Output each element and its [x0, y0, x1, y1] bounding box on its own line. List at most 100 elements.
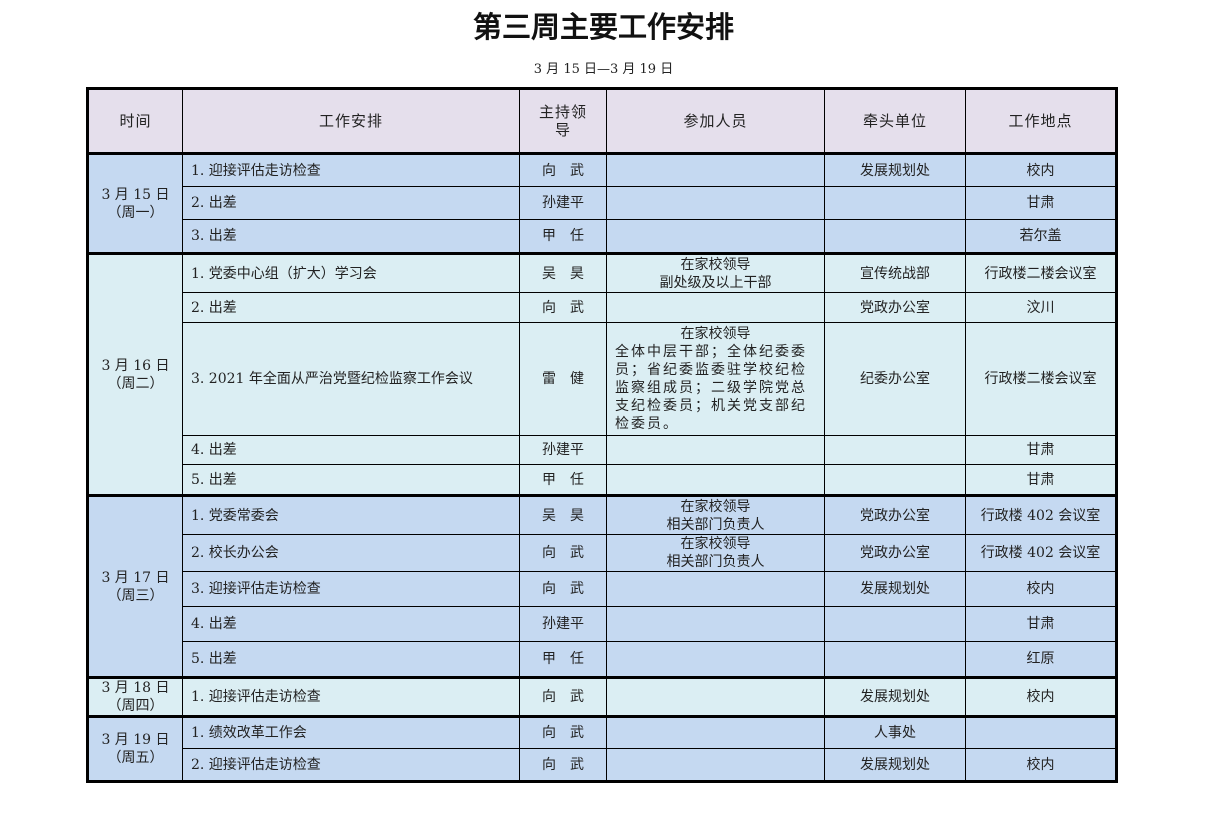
- host-cell: 孙建平: [519, 435, 607, 465]
- unit-cell: [824, 186, 966, 220]
- header-row: 时间 工作安排 主持领导 参加人员 牵头单位 工作地点: [87, 88, 1117, 154]
- day-date: 3 月 19 日: [101, 732, 170, 748]
- location-cell: 校内: [965, 571, 1117, 607]
- unit-cell: [824, 606, 966, 642]
- location-cell: 行政楼 402 会议室: [965, 494, 1117, 535]
- day-cell: 3 月 15 日（周一）: [87, 152, 183, 254]
- task-cell: 5. 出差: [182, 464, 520, 496]
- host-cell: 吴 昊: [519, 252, 607, 293]
- location-cell: 校内: [965, 152, 1117, 187]
- header-participants: 参加人员: [606, 88, 825, 154]
- day-cell: 3 月 18 日 （周四）: [87, 676, 183, 717]
- day-cell: 3 月 19 日 （周五）: [87, 715, 183, 782]
- task-cell: 3. 2021 年全面从严治党暨纪检监察工作会议: [182, 322, 520, 436]
- host-cell: 向 武: [519, 571, 607, 607]
- table-row: 3 月 17 日（周三） 1. 党委常委会吴 昊在家校领导 相关部门负责人 党政办公室…: [87, 494, 1117, 678]
- location-cell: 汶川: [965, 292, 1117, 323]
- day-weekday: （周一）: [107, 204, 164, 221]
- day-weekday: （周三）: [107, 587, 164, 604]
- unit-cell: 发展规划处: [824, 748, 966, 782]
- table-row: 3. 迎接评估走访检查向 武 发展规划处 校内: [88, 571, 1117, 607]
- table-row: 3 月 15 日（周一） 1. 迎接评估走访检查向 武发展规划处 校内: [87, 152, 1117, 254]
- participants-cell: 在家校领导 副处级及以上干部: [606, 252, 825, 293]
- location-cell: 校内: [965, 748, 1117, 782]
- unit-cell: 党政办公室: [824, 494, 966, 535]
- participants-cell: 在家校领导 全体中层干部；全体纪委委员；省纪委监委驻学校纪检监察组成员；二级学院党…: [606, 322, 825, 436]
- task-cell: 3. 出差: [182, 219, 520, 254]
- day-date: 3 月 16 日: [101, 357, 170, 374]
- host-cell: 向 武: [519, 748, 607, 782]
- participant-line: 相关部门负责人: [666, 516, 765, 533]
- schedule-table: 时间 工作安排 主持领导 参加人员 牵头单位 工作地点 3 月 15 日（周一）…: [86, 87, 1118, 783]
- participants-cell: [606, 219, 825, 254]
- header-unit: 牵头单位: [824, 88, 966, 154]
- host-cell: 向 武: [519, 292, 607, 323]
- host-cell: 雷 健: [519, 322, 607, 436]
- day-cell: 3 月 16 日（周二）: [87, 252, 183, 496]
- table-row: 4. 出差 孙建平 甘肃: [88, 606, 1117, 642]
- participants-cell: [606, 152, 825, 187]
- participant-line: 全体中层干部；全体纪委委员；省纪委监委驻学校纪检监察组成员；二级学院党总支纪检委…: [615, 344, 807, 432]
- unit-cell: 党政办公室: [824, 292, 966, 323]
- participants-cell: 在家校领导 相关部门负责人: [606, 494, 825, 535]
- header-location: 工作地点: [965, 88, 1117, 154]
- day-weekday: （周五）: [107, 750, 164, 766]
- location-cell: 若尔盖: [965, 219, 1117, 254]
- location-cell: [965, 715, 1117, 749]
- location-cell: 甘肃: [965, 435, 1117, 465]
- location-cell: 甘肃: [965, 606, 1117, 642]
- table-row: 5. 出差甲 任 红原: [88, 641, 1117, 678]
- participant-line: 在家校领导: [680, 498, 751, 515]
- unit-cell: 发展规划处: [824, 571, 966, 607]
- location-cell: 甘肃: [965, 186, 1117, 220]
- unit-cell: 人事处: [824, 715, 966, 749]
- table-row: 3 月 18 日 （周四） 1. 迎接评估走访检查向 武 发展规划处 校内: [87, 676, 1117, 717]
- host-cell: 向 武: [519, 715, 607, 749]
- participants-cell: [606, 676, 825, 717]
- task-cell: 2. 出差: [182, 292, 520, 323]
- day-cell: 3 月 17 日（周三）: [87, 494, 183, 678]
- host-cell: 向 武: [519, 152, 607, 187]
- header-host: 主持领导: [519, 88, 607, 154]
- location-cell: 行政楼二楼会议室: [965, 252, 1117, 293]
- table-row: 3 月 16 日（周二） 1. 党委中心组（扩大）学习会吴 昊在家校领导 副处级及以…: [87, 252, 1117, 496]
- host-cell: 甲 任: [519, 464, 607, 496]
- participant-line: 在家校领导: [680, 256, 751, 273]
- table-row: 2. 迎接评估走访检查向 武 发展规划处 校内: [88, 748, 1117, 782]
- page-title: 第三周主要工作安排: [472, 10, 734, 44]
- host-cell: 孙建平: [519, 186, 607, 220]
- participant-line: 在家校领导: [680, 536, 751, 552]
- table-row: 4. 出差 孙建平 甘肃: [88, 435, 1117, 465]
- header-time: 时间: [87, 88, 183, 154]
- participant-line: 副处级及以上干部: [659, 274, 772, 291]
- day-weekday: （周四）: [107, 698, 164, 714]
- participants-cell: [606, 292, 825, 323]
- location-cell: 校内: [965, 676, 1117, 717]
- table-row: 3. 出差甲 任 若尔盖: [88, 219, 1117, 254]
- unit-cell: [824, 464, 966, 496]
- unit-cell: 党政办公室: [824, 534, 966, 572]
- participants-cell: [606, 186, 825, 220]
- table-row: 5. 出差甲 任 甘肃: [88, 464, 1117, 496]
- participants-cell: [606, 571, 825, 607]
- location-cell: 甘肃: [965, 464, 1117, 496]
- location-cell: 行政楼 402 会议室: [965, 534, 1117, 572]
- table-row: 3 月 19 日 （周五） 1. 绩效改革工作会向 武 人事处: [87, 715, 1117, 782]
- host-cell: 吴 昊: [519, 494, 607, 535]
- task-cell: 1. 迎接评估走访检查: [182, 676, 520, 717]
- host-cell: 向 武: [519, 534, 607, 572]
- location-cell: 行政楼二楼会议室: [965, 322, 1117, 436]
- task-cell: 1. 党委常委会: [182, 494, 520, 535]
- unit-cell: 纪委办公室: [824, 322, 966, 436]
- unit-cell: [824, 641, 966, 678]
- task-cell: 4. 出差: [182, 606, 520, 642]
- participants-cell: [606, 464, 825, 496]
- task-cell: 1. 绩效改革工作会: [182, 715, 520, 749]
- participants-cell: 在家校领导 相关部门负责人: [606, 534, 825, 572]
- table-row: 2. 出差 孙建平 甘肃: [88, 186, 1117, 220]
- unit-cell: 发展规划处: [824, 676, 966, 717]
- day-date: 3 月 15 日: [101, 186, 170, 203]
- day-date: 3 月 18 日: [101, 680, 170, 696]
- task-cell: 1. 党委中心组（扩大）学习会: [182, 252, 520, 293]
- host-cell: 甲 任: [519, 219, 607, 254]
